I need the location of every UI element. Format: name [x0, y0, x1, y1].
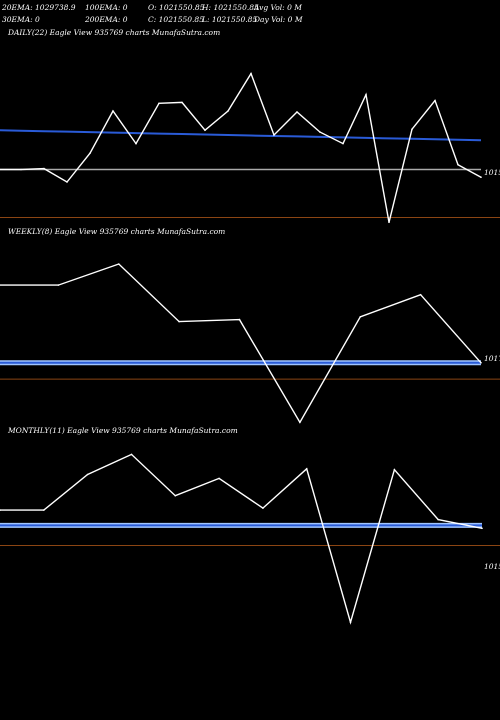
daily-price-point [250, 72, 252, 75]
daily-price-point [273, 134, 275, 136]
daily-price-point [480, 176, 482, 178]
weekly-price-point [57, 284, 60, 286]
daily-price-point [457, 163, 459, 166]
monthly-chart [0, 453, 500, 625]
monthly-price-point [437, 518, 440, 521]
monthly-price-point [349, 621, 352, 624]
daily-price-point [43, 167, 45, 170]
weekly-price-point [299, 421, 301, 424]
daily-price-point [411, 128, 413, 130]
monthly-price-point [305, 468, 308, 470]
weekly-price-point [419, 293, 422, 296]
daily-price-point [296, 111, 298, 113]
weekly-price-point [118, 263, 120, 265]
monthly-price-label: 1015 [484, 562, 500, 571]
monthly-chart-title: MONTHLY(11) Eagle View 935769 charts Mun… [8, 426, 238, 435]
weekly-price-label: 1017 [484, 354, 500, 363]
weekly-price-line [0, 263, 482, 424]
daily-price-point [227, 110, 229, 112]
ema100-readout: 100EMA: 0 [85, 3, 128, 12]
low-readout: L: 1021550.85 [202, 15, 258, 24]
close-readout: C: 1021550.85 [148, 15, 204, 24]
day-vol-readout: Day Vol: 0 M [254, 15, 303, 24]
monthly-price-point [174, 494, 177, 497]
monthly-price-line [0, 453, 483, 625]
daily-price-point [388, 221, 390, 224]
daily-price-point [319, 131, 321, 133]
daily-ema-line [0, 129, 482, 142]
daily-price-label: 1015 [484, 168, 500, 177]
daily-price-point [434, 99, 436, 102]
daily-price-point [342, 142, 344, 145]
weekly-chart-title: WEEKLY(8) Eagle View 935769 charts Munaf… [8, 227, 226, 236]
daily-price-point [112, 110, 114, 112]
monthly-price-point [130, 453, 133, 456]
daily-price-point [89, 152, 91, 154]
daily-price-point [135, 142, 137, 145]
weekly-price-point [480, 362, 482, 364]
daily-chart-title: DAILY(22) Eagle View 935769 charts Munaf… [8, 28, 221, 37]
ema200-readout: 200EMA: 0 [85, 15, 128, 24]
open-readout: O: 1021550.85 [148, 3, 205, 12]
daily-price-point [20, 168, 22, 171]
monthly-price-point [481, 527, 483, 530]
weekly-price-point [178, 320, 180, 323]
ema20-readout: 20EMA: 1029738.9 [2, 3, 76, 12]
daily-price-point [365, 93, 367, 96]
daily-price-point [66, 181, 68, 183]
weekly-chart [0, 263, 500, 424]
ema30-readout: 30EMA: 0 [2, 15, 40, 24]
monthly-price-point [218, 477, 220, 480]
monthly-price-point [86, 473, 89, 476]
weekly-price-point [359, 316, 362, 318]
daily-price-point [158, 102, 160, 105]
daily-chart [0, 72, 500, 224]
weekly-price-point [238, 318, 241, 321]
daily-price-line [0, 72, 482, 223]
daily-price-point [181, 101, 183, 104]
daily-price-point [204, 129, 206, 131]
monthly-price-point [43, 509, 45, 511]
avg-vol-readout: Avg Vol: 0 M [254, 3, 302, 12]
monthly-price-point [262, 507, 264, 509]
high-readout: H: 1021550.85 [202, 3, 259, 12]
monthly-price-point [0, 509, 1, 511]
monthly-price-point [393, 468, 396, 471]
